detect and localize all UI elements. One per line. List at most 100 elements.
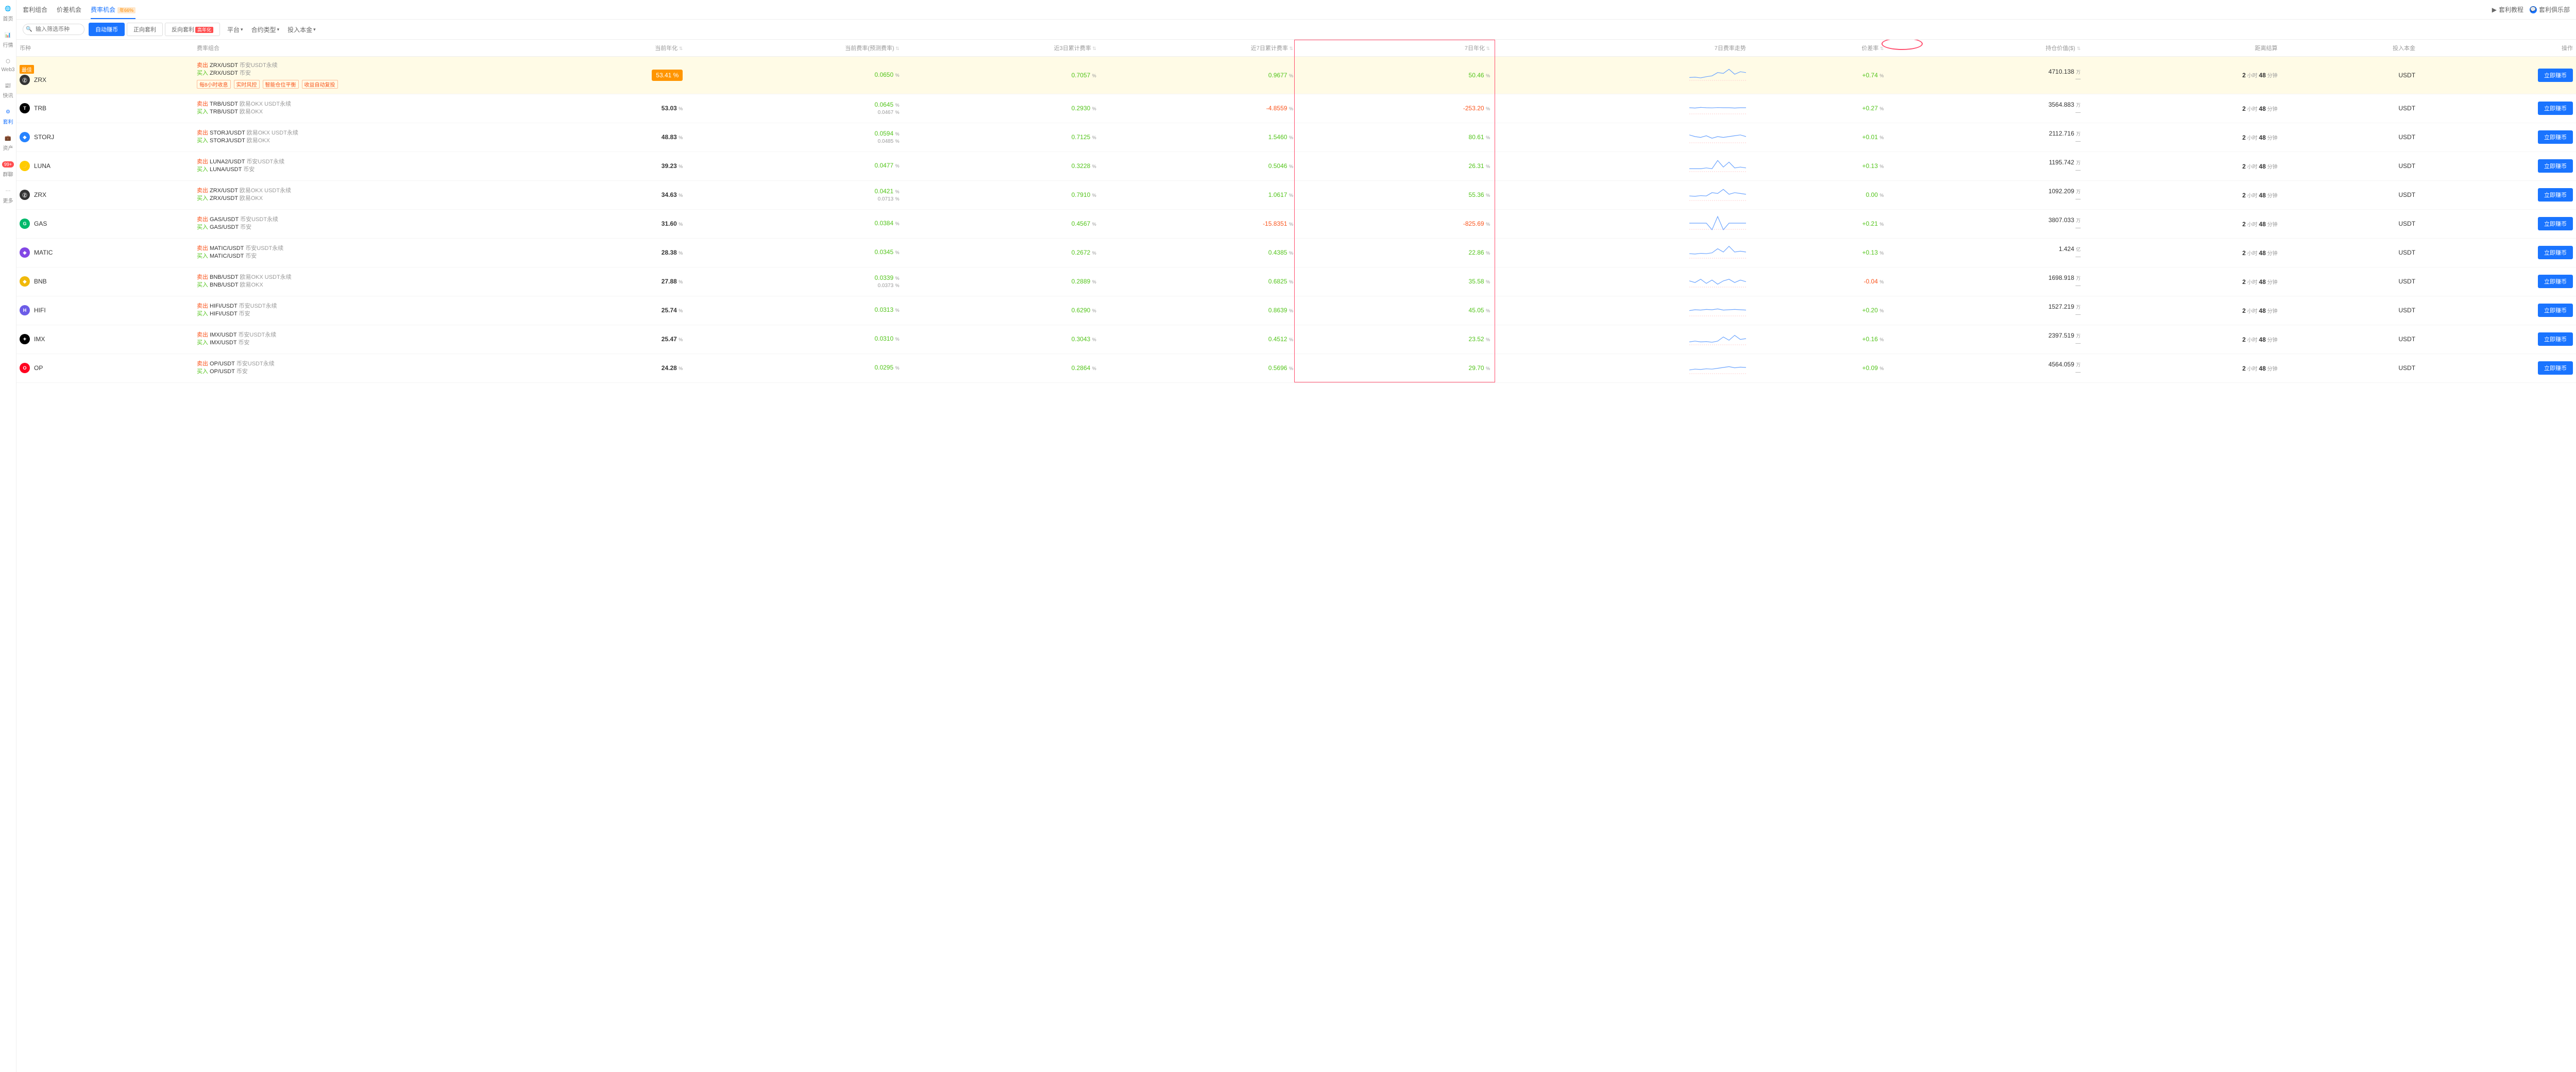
coin-name: STORJ: [34, 133, 54, 141]
earn-button[interactable]: 立即赚币: [2538, 217, 2573, 230]
sidebar-item-行情[interactable]: 📊行情: [3, 30, 13, 48]
sidebar-item-快讯[interactable]: 📰快讯: [3, 81, 13, 99]
coin-name: HIFI: [34, 307, 46, 314]
earn-button[interactable]: 立即赚币: [2538, 361, 2573, 375]
sidebar-item-首页[interactable]: 🌐首页: [3, 4, 13, 22]
table-row[interactable]: O OP 卖出 OP/USDT 币安USDT永续 买入 OP/USDT 币安 2…: [16, 354, 2576, 382]
col-hold[interactable]: 持仓价值($): [1887, 40, 2083, 57]
col-act: 操作: [2418, 40, 2576, 57]
coin-icon: ◆: [20, 276, 30, 287]
sparkline-cell: [1493, 267, 1749, 296]
earn-button[interactable]: 立即赚币: [2538, 188, 2573, 202]
table-row[interactable]: H HIFI 卖出 HIFI/USDT 币安USDT永续 买入 HIFI/USD…: [16, 296, 2576, 325]
sparkline-cell: [1493, 296, 1749, 325]
table-row[interactable]: Ⓩ ZRX 卖出 ZRX/USDT 欧易OKX USDT永续 买入 ZRX/US…: [16, 180, 2576, 209]
table-row[interactable]: ✦ IMX 卖出 IMX/USDT 币安USDT永续 买入 IMX/USDT 币…: [16, 325, 2576, 354]
filter-投入本金[interactable]: 投入本金: [284, 25, 319, 34]
coin-name: IMX: [34, 336, 45, 343]
seg-正向套利[interactable]: 正向套利: [127, 23, 163, 36]
coin-icon: T: [20, 103, 30, 113]
table-row[interactable]: G GAS 卖出 GAS/USDT 币安USDT永续 买入 GAS/USDT 币…: [16, 209, 2576, 238]
col-7d[interactable]: 近7日累计费率: [1099, 40, 1296, 57]
info-tag: 每8小时收息: [197, 80, 231, 89]
sparkline-cell: [1493, 57, 1749, 94]
col-rate[interactable]: 当前费率(预测费率): [686, 40, 902, 57]
coin-icon: Ⓩ: [20, 75, 30, 85]
filter-平台[interactable]: 平台: [224, 25, 246, 34]
tab-价差机会[interactable]: 价差机会: [57, 3, 81, 16]
top-tabs-bar: 套利组合价差机会费率机会年66% ▶ 套利教程 💬套利俱乐部: [16, 0, 2576, 20]
annotation-circle-hold: [1882, 40, 1923, 50]
sidebar-icon: 📰: [4, 81, 13, 90]
sidebar-item-套利[interactable]: ⚙套利: [3, 107, 13, 125]
col-coin[interactable]: 币种: [16, 40, 194, 57]
coin-icon: ◈: [20, 247, 30, 258]
coin-name: GAS: [34, 220, 47, 227]
sparkline-cell: [1493, 354, 1749, 382]
coin-icon: ◆: [20, 132, 30, 142]
coin-name: TRB: [34, 105, 46, 112]
sparkline-cell: [1493, 325, 1749, 354]
club-link[interactable]: 💬套利俱乐部: [2530, 5, 2570, 14]
seg-自动赚币[interactable]: 自动赚币: [89, 23, 125, 36]
table-row[interactable]: T TRB 卖出 TRB/USDT 欧易OKX USDT永续 买入 TRB/US…: [16, 94, 2576, 123]
coin-name: ZRX: [34, 191, 46, 198]
col-spark: 7日费率走势: [1493, 40, 1749, 57]
sidebar-icon: ⬡: [3, 57, 12, 66]
tab-套利组合[interactable]: 套利组合: [23, 3, 47, 16]
col-7apy[interactable]: 7日年化: [1296, 40, 1493, 57]
coin-icon: H: [20, 305, 30, 315]
coin-name: MATIC: [34, 249, 53, 256]
arbitrage-table-wrap: 7日年化为高的 持仓价值大的 币种 费率组合 当前年化 当前费率(预测费率) 近…: [16, 40, 2576, 1072]
coin-name: ZRX: [34, 76, 46, 83]
tutorial-link[interactable]: ▶ 套利教程: [2492, 5, 2523, 14]
coin-icon: G: [20, 219, 30, 229]
earn-button[interactable]: 立即赚币: [2538, 275, 2573, 288]
table-row[interactable]: 最佳 Ⓩ ZRX 卖出 ZRX/USDT 币安USDT永续 买入 ZRX/USD…: [16, 57, 2576, 94]
col-settle[interactable]: 距离结算: [2084, 40, 2281, 57]
earn-button[interactable]: 立即赚币: [2538, 304, 2573, 317]
col-apy[interactable]: 当前年化: [548, 40, 686, 57]
sidebar-item-Web3[interactable]: ⬡Web3: [2, 57, 15, 73]
coin-icon: Ⓩ: [20, 190, 30, 200]
earn-button[interactable]: 立即赚币: [2538, 332, 2573, 346]
earn-button[interactable]: 立即赚币: [2538, 246, 2573, 259]
sidebar-icon: 📊: [4, 30, 13, 40]
sidebar-icon: 🌐: [4, 4, 13, 13]
arbitrage-table: 币种 费率组合 当前年化 当前费率(预测费率) 近3日累计费率 近7日累计费率 …: [16, 40, 2576, 383]
info-tag: 智能仓位平衡: [263, 80, 299, 89]
sidebar-icon: ⋯: [4, 186, 13, 195]
earn-button[interactable]: 立即赚币: [2538, 69, 2573, 82]
table-row[interactable]: ◈ MATIC 卖出 MATIC/USDT 币安USDT永续 买入 MATIC/…: [16, 238, 2576, 267]
info-tag: 实时风控: [234, 80, 260, 89]
table-row[interactable]: ◆ STORJ 卖出 STORJ/USDT 欧易OKX USDT永续 买入 ST…: [16, 123, 2576, 152]
earn-button[interactable]: 立即赚币: [2538, 159, 2573, 173]
sidebar-item-资产[interactable]: 💼资产: [3, 133, 13, 152]
sidebar-icon: ⚙: [4, 107, 13, 116]
search-input[interactable]: [23, 24, 84, 35]
sparkline-cell: [1493, 94, 1749, 123]
col-cap[interactable]: 投入本金: [2281, 40, 2419, 57]
col-3d[interactable]: 近3日累计费率: [903, 40, 1099, 57]
coin-icon: ✦: [20, 334, 30, 344]
col-spread[interactable]: 价差率: [1749, 40, 1887, 57]
sidebar-icon: 99+: [4, 160, 13, 169]
sidebar-item-群聊[interactable]: 99+群聊: [3, 160, 13, 178]
col-pair[interactable]: 费率组合: [194, 40, 548, 57]
filter-合约类型[interactable]: 合约类型: [248, 25, 283, 34]
seg-反向套利[interactable]: 反向套利高年化: [165, 23, 220, 36]
sparkline-cell: [1493, 209, 1749, 238]
table-row[interactable]: 🌙 LUNA 卖出 LUNA2/USDT 币安USDT永续 买入 LUNA/US…: [16, 152, 2576, 180]
coin-name: BNB: [34, 278, 47, 285]
coin-icon: 🌙: [20, 161, 30, 171]
table-row[interactable]: ◆ BNB 卖出 BNB/USDT 欧易OKX USDT永续 买入 BNB/US…: [16, 267, 2576, 296]
earn-button[interactable]: 立即赚币: [2538, 102, 2573, 115]
coin-name: LUNA: [34, 162, 50, 170]
sparkline-cell: [1493, 238, 1749, 267]
sidebar-item-更多[interactable]: ⋯更多: [3, 186, 13, 204]
earn-button[interactable]: 立即赚币: [2538, 130, 2573, 144]
sparkline-cell: [1493, 123, 1749, 152]
sidebar-icon: 💼: [4, 133, 13, 143]
sparkline-cell: [1493, 152, 1749, 180]
tab-费率机会[interactable]: 费率机会年66%: [91, 3, 135, 16]
